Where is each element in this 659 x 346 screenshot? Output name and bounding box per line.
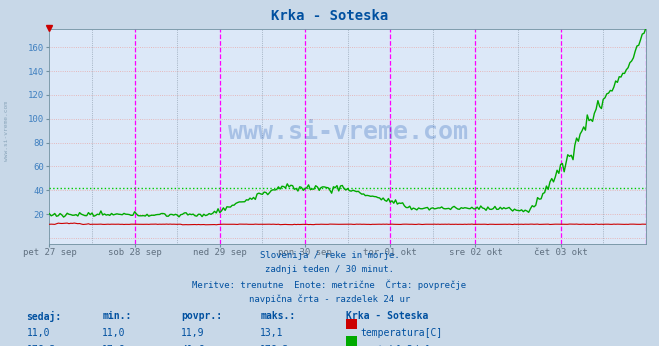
Text: Krka - Soteska: Krka - Soteska xyxy=(271,9,388,22)
Text: 41,6: 41,6 xyxy=(181,345,205,346)
Text: www.si-vreme.com: www.si-vreme.com xyxy=(227,120,468,144)
Text: Meritve: trenutne  Enote: metrične  Črta: povprečje: Meritve: trenutne Enote: metrične Črta: … xyxy=(192,280,467,290)
Text: temperatura[C]: temperatura[C] xyxy=(360,328,443,338)
Text: 176,3: 176,3 xyxy=(260,345,290,346)
Text: 11,9: 11,9 xyxy=(181,328,205,338)
Text: pretok[m3/s]: pretok[m3/s] xyxy=(360,345,431,346)
Text: www.si-vreme.com: www.si-vreme.com xyxy=(4,101,9,162)
Text: maks.:: maks.: xyxy=(260,311,295,321)
Text: 176,3: 176,3 xyxy=(26,345,56,346)
Text: povpr.:: povpr.: xyxy=(181,311,222,321)
Text: 13,1: 13,1 xyxy=(260,328,284,338)
Text: 11,0: 11,0 xyxy=(102,328,126,338)
Text: Slovenija / reke in morje.: Slovenija / reke in morje. xyxy=(260,251,399,260)
Text: 11,0: 11,0 xyxy=(26,328,50,338)
Text: navpična črta - razdelek 24 ur: navpična črta - razdelek 24 ur xyxy=(249,294,410,304)
Text: zadnji teden / 30 minut.: zadnji teden / 30 minut. xyxy=(265,265,394,274)
Text: sedaj:: sedaj: xyxy=(26,311,61,322)
Text: min.:: min.: xyxy=(102,311,132,321)
Text: Krka - Soteska: Krka - Soteska xyxy=(346,311,428,321)
Text: 17,6: 17,6 xyxy=(102,345,126,346)
